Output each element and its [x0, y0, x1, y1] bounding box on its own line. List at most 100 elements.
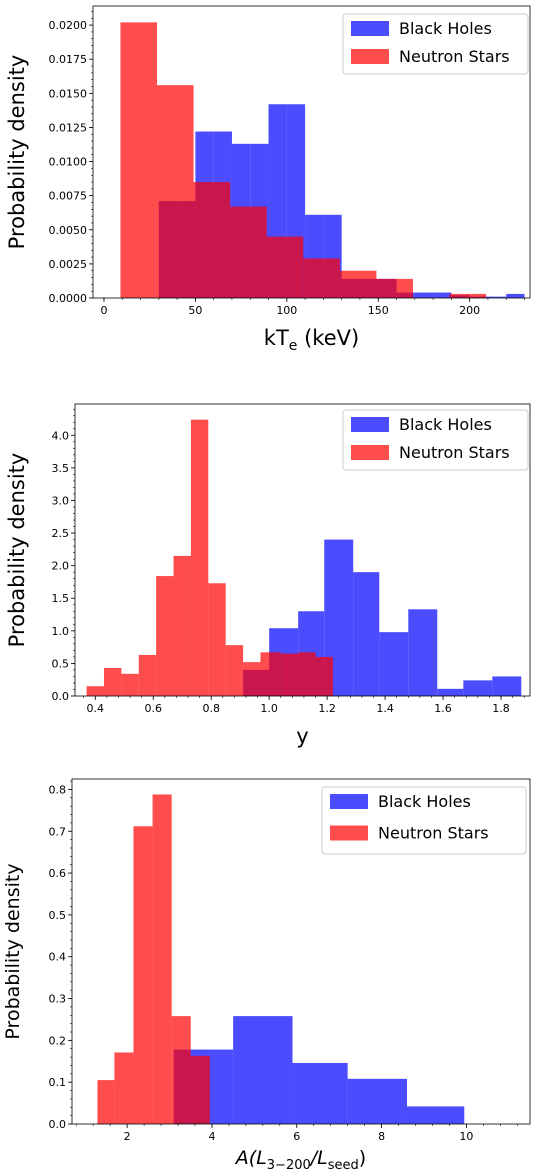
x-tick-label: 6 [293, 1130, 300, 1143]
y-tick-label: 0.7 [49, 825, 67, 838]
legend-label: Neutron Stars [378, 824, 489, 843]
bar [347, 1078, 408, 1124]
x-tick-label: 100 [276, 304, 297, 317]
bar [230, 206, 267, 298]
bar [280, 653, 299, 696]
y-tick-label: 0.0 [49, 1118, 67, 1131]
legend-label: Black Holes [399, 415, 492, 434]
bar [243, 662, 261, 696]
x-tick-label: 1.0 [260, 702, 278, 715]
y-tick-label: 0.4 [49, 951, 67, 964]
bar [103, 667, 122, 696]
bar [315, 656, 333, 696]
y-tick-label: 2.0 [52, 560, 70, 573]
bar [414, 292, 434, 298]
x-axis-label: y [296, 724, 308, 748]
series-neutron-stars [97, 794, 210, 1124]
x-tick-label: 0.4 [87, 702, 105, 715]
series-neutron-stars [120, 22, 487, 299]
bar [407, 1106, 465, 1124]
y-tick-label: 1.0 [52, 625, 70, 638]
y-tick-label: 0.0150 [49, 87, 88, 100]
bar [138, 654, 157, 696]
legend-label: Neutron Stars [399, 47, 510, 66]
legend-swatch [351, 445, 389, 460]
y-tick-label: 2.5 [52, 527, 70, 540]
series-black-holes [173, 1016, 465, 1124]
x-axis-label: kTe (keV) [264, 326, 359, 354]
y-tick-label: 3.0 [52, 494, 70, 507]
bar [233, 1016, 293, 1124]
legend-swatch [351, 21, 389, 36]
series-neutron-stars [86, 419, 333, 696]
x-tick-label: 8 [378, 1130, 385, 1143]
y-tick-label: 4.0 [52, 429, 70, 442]
y-tick-label: 0.5 [52, 657, 70, 670]
y-tick-label: 0.0000 [49, 292, 88, 305]
y-axis-label: Probability density [2, 863, 24, 1039]
x-tick-label: 0 [100, 304, 107, 317]
y-tick-label: 0.0075 [49, 190, 88, 203]
bar [260, 652, 281, 696]
x-axis-label: A(L3−200/Lseed) [234, 1147, 366, 1171]
bar [120, 22, 157, 299]
bar [266, 236, 304, 298]
x-tick-label: 200 [459, 304, 480, 317]
bar [157, 85, 194, 298]
x-tick-label: 4 [208, 1130, 215, 1143]
legend-box [342, 13, 529, 75]
bar [190, 1055, 210, 1124]
chart-3: 2 4 6 8 10 0.0 0.1 0.2 0.3 0.4 0.5 0.6 0.7 0.8 Probabi… [2, 778, 531, 1171]
legend-label: Black Holes [378, 792, 471, 811]
x-tick-label: 0.8 [202, 702, 220, 715]
legend-label: Neutron Stars [399, 443, 510, 462]
bar [298, 652, 316, 696]
legend: Black Holes Neutron Stars [342, 409, 529, 471]
x-tick-label: 1.2 [318, 702, 336, 715]
legend: Black Holes Neutron Stars [321, 786, 527, 855]
bar [303, 258, 340, 298]
legend-box [321, 786, 527, 855]
y-axis-label: Probability density [5, 453, 29, 648]
y-tick-label: 0.6 [49, 867, 67, 880]
chart-1: 0 50 100 150 200 0.0000 0.0025 0.0050 0.0075 0.01… [5, 5, 531, 354]
bar [408, 609, 438, 696]
bar [193, 182, 231, 298]
bar [121, 673, 139, 696]
bar [353, 572, 380, 696]
bar [339, 270, 377, 298]
bar [379, 632, 409, 697]
legend: Black Holes Neutron Stars [342, 13, 529, 75]
y-tick-label: 0.1 [49, 1076, 67, 1089]
bar [376, 278, 413, 298]
plot-frame [92, 5, 531, 299]
y-tick-label: 0.0125 [49, 121, 88, 134]
legend-swatch [330, 794, 368, 809]
y-tick-label: 0.0175 [49, 53, 88, 66]
plot-frame [74, 403, 531, 697]
bar [190, 419, 209, 696]
y-tick-label: 0.0100 [49, 156, 88, 169]
bar [449, 293, 487, 298]
bar [225, 645, 244, 696]
y-tick-label: 0.0025 [49, 258, 88, 271]
bar [487, 296, 507, 298]
bar [114, 1052, 134, 1124]
y-tick-label: 0.5 [49, 909, 67, 922]
x-tick-label: 2 [124, 1130, 131, 1143]
bar [86, 686, 104, 696]
chart-2: 0.4 0.6 0.8 1.0 1.2 1.4 1.6 1.8 0.0 0.5 1.0 1.5 2.0 2… [5, 403, 531, 748]
legend-swatch [330, 825, 368, 841]
y-tick-label: 0.0050 [49, 224, 88, 237]
bar [173, 555, 191, 696]
bar [156, 576, 174, 696]
y-axis-label: Probability density [5, 55, 29, 250]
y-tick-label: 0.0 [52, 690, 70, 703]
y-tick-label: 0.8 [49, 783, 67, 796]
x-tick-label: 50 [188, 304, 202, 317]
legend-label: Black Holes [399, 19, 492, 38]
bar [292, 1062, 348, 1124]
x-tick-label: 1.8 [492, 702, 510, 715]
y-tick-label: 0.2 [49, 1034, 67, 1047]
